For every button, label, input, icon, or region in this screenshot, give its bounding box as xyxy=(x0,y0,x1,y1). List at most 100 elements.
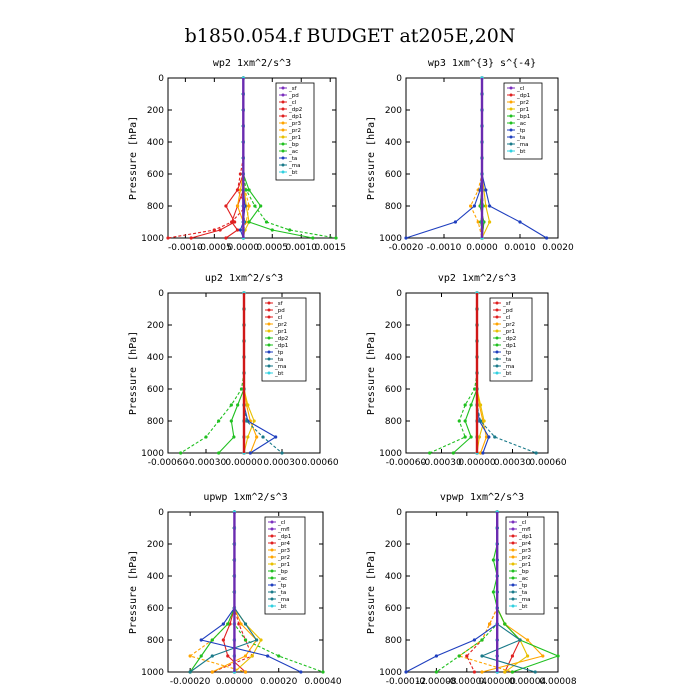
legend-entry: _dp1 xyxy=(274,343,288,349)
data-point xyxy=(534,451,538,455)
data-point xyxy=(334,236,338,240)
legend-marker xyxy=(511,597,515,601)
legend-marker xyxy=(270,534,274,538)
legend-entry: _dp1 xyxy=(502,343,516,349)
legend-marker xyxy=(509,149,513,153)
legend-entry: _ma xyxy=(516,142,528,148)
legend-entry: _ma xyxy=(502,364,514,370)
y-tick-label: 0 xyxy=(158,74,164,84)
legend-marker xyxy=(281,156,285,160)
data-point xyxy=(261,435,265,439)
chart-panel-4: vp2 1xm^2/s^3 Pressure [hPa] 0 200 400 600 800… xyxy=(366,273,567,468)
data-point xyxy=(457,654,461,658)
data-point xyxy=(469,403,473,407)
series-line-ta xyxy=(405,78,483,239)
legend-marker xyxy=(495,336,499,340)
data-point xyxy=(247,188,251,192)
y-tick-label: 400 xyxy=(385,353,402,363)
data-point xyxy=(480,654,484,658)
data-point xyxy=(463,403,467,407)
data-point xyxy=(533,670,537,674)
legend-entry: _dp2 xyxy=(502,336,516,342)
legend-marker xyxy=(270,576,274,580)
y-tick-label: 400 xyxy=(385,572,402,582)
y-tick-label: 800 xyxy=(147,202,164,212)
legend-marker xyxy=(270,583,274,587)
data-point xyxy=(236,403,240,407)
x-tick-label: -0.00012 xyxy=(386,677,426,687)
legend-entry: _pr1 xyxy=(288,135,301,141)
y-tick-label: 600 xyxy=(147,604,164,614)
y-tick-label: 200 xyxy=(147,540,164,550)
legend-entry: _tp xyxy=(516,128,526,134)
data-point xyxy=(199,638,203,642)
data-point xyxy=(477,435,481,439)
x-tick-label: 0.00000 xyxy=(225,458,262,468)
x-tick-label: -0.00004 xyxy=(447,677,488,687)
legend-entry: _ac xyxy=(518,576,528,582)
series-line-tp xyxy=(405,512,498,673)
data-point xyxy=(166,236,170,240)
x-tick-label: 0.00008 xyxy=(539,677,576,687)
legend-entry: _cl xyxy=(518,520,527,526)
y-tick-label: 1000 xyxy=(141,234,164,244)
data-point xyxy=(238,188,243,192)
data-point xyxy=(491,590,495,594)
legend-entry: _pr4 xyxy=(277,541,291,547)
data-point xyxy=(188,654,192,658)
data-point xyxy=(434,670,438,674)
legend-marker xyxy=(281,135,285,139)
legend-entry: _pd xyxy=(288,93,299,99)
y-tick-label: 400 xyxy=(147,572,164,582)
legend-marker xyxy=(267,315,271,319)
legend-entry: _bp xyxy=(518,569,529,575)
legend-entry: _dp2 xyxy=(288,107,302,113)
series-line-cl xyxy=(167,78,247,239)
legend-entry: _ma xyxy=(518,597,530,603)
legend-marker xyxy=(267,336,271,340)
data-point xyxy=(480,638,484,642)
chart-panel-3: up2 1xm^2/s^3 Pressure [hPa] 0 200 400 600 800… xyxy=(128,273,339,468)
legend-marker xyxy=(281,170,285,174)
legend-marker xyxy=(267,301,271,305)
data-point xyxy=(463,435,467,439)
x-tick-label: 0.0020 xyxy=(542,243,574,253)
legend-entry: _dp2 xyxy=(274,336,288,342)
legend-entry: _pr1 xyxy=(518,562,531,568)
x-tick-label: 0.00004 xyxy=(509,677,546,687)
legend-entry: _cl xyxy=(277,520,286,526)
data-point xyxy=(404,670,408,674)
legend-marker xyxy=(509,114,513,118)
y-tick-label: 0 xyxy=(158,289,164,299)
legend-entry: _ta xyxy=(516,135,525,141)
data-point xyxy=(237,622,241,626)
y-axis-label: Pressure [hPa] xyxy=(366,116,377,200)
legend-marker xyxy=(270,527,274,531)
legend-marker xyxy=(495,371,499,375)
data-point xyxy=(545,236,549,240)
legend-entry: _ta xyxy=(502,357,511,363)
data-point xyxy=(484,188,488,192)
data-point xyxy=(230,220,234,224)
legend-marker xyxy=(270,569,274,573)
legend-entry: _bt xyxy=(518,604,528,610)
legend-entry: _pr2 xyxy=(516,100,529,106)
x-tick-label: 0.00000 xyxy=(479,677,516,687)
data-point xyxy=(280,451,284,455)
legend-entry: _cl xyxy=(502,315,511,321)
legend-marker xyxy=(267,343,271,347)
legend-marker xyxy=(495,301,499,305)
x-tick-label: 0.00030 xyxy=(263,458,300,468)
data-point xyxy=(463,419,467,423)
legend-marker xyxy=(281,114,285,118)
data-point xyxy=(457,419,461,423)
data-point xyxy=(235,204,240,208)
legend-marker xyxy=(509,107,513,111)
data-point xyxy=(428,451,432,455)
legend-entry: _ma xyxy=(274,364,286,370)
legend-marker xyxy=(281,107,285,111)
data-point xyxy=(252,419,256,423)
data-point xyxy=(244,188,248,192)
data-point xyxy=(210,654,214,658)
